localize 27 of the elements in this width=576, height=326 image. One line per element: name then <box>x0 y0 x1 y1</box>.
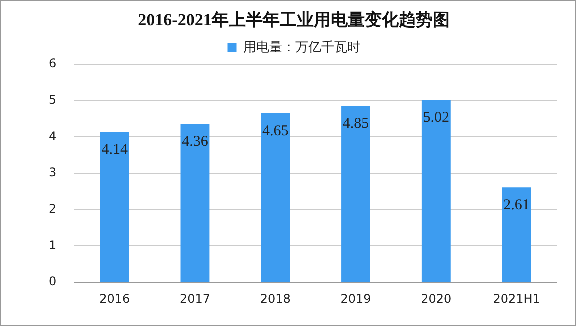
y-tick-label: 5 <box>48 92 57 107</box>
bar <box>100 132 130 282</box>
x-tick-label: 2021H1 <box>493 292 540 306</box>
legend-label: 用电量：万亿千瓦时 <box>243 40 360 56</box>
y-tick-label: 0 <box>48 274 57 289</box>
bar <box>180 124 210 282</box>
y-tick-label: 1 <box>48 238 57 252</box>
y-tick-label: 4 <box>48 129 57 144</box>
x-tick-label: 2016 <box>100 292 130 306</box>
chart-title: 2016-2021年上半年工业用电量变化趋势图 <box>138 10 450 30</box>
data-label: 4.65 <box>262 123 289 140</box>
y-tick-label: 2 <box>48 202 57 216</box>
data-label: 4.14 <box>102 142 128 158</box>
x-tick-label: 2017 <box>180 292 210 306</box>
y-tick-label: 6 <box>48 56 57 71</box>
data-label: 2.61 <box>504 198 530 214</box>
data-label: 4.36 <box>182 134 209 150</box>
data-label: 4.85 <box>342 116 370 132</box>
x-tick-label: 2020 <box>421 292 452 306</box>
bar <box>502 188 532 282</box>
bar <box>261 113 290 282</box>
bar <box>342 106 370 282</box>
data-label: 5.02 <box>423 110 450 126</box>
bar <box>422 100 451 282</box>
x-tick-label: 2019 <box>340 292 372 306</box>
x-tick-label: 2018 <box>260 292 291 306</box>
y-tick-label: 3 <box>48 166 57 180</box>
